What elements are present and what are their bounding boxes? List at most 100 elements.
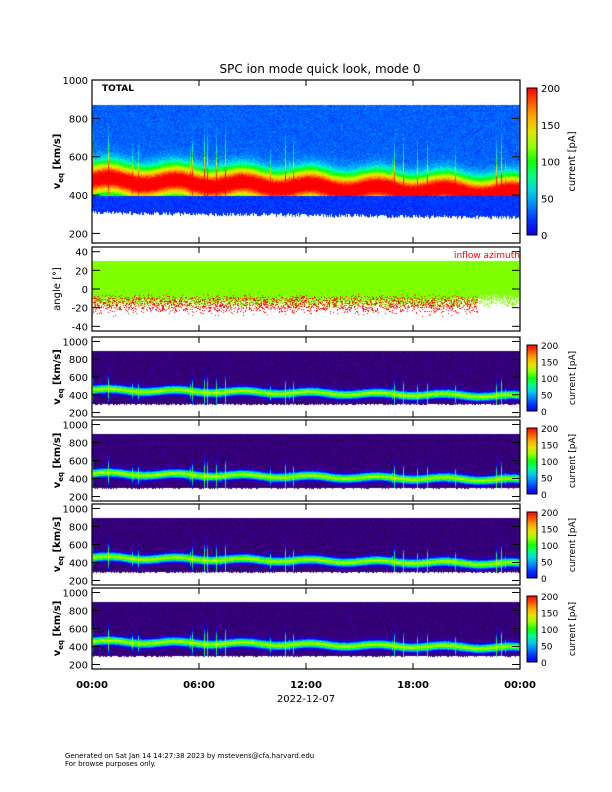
x-tick-label: 18:00 [397,680,429,691]
y-tick-label: -40 [72,322,88,333]
y-axis-label: veq [km/s] [52,433,65,489]
x-axis-label: 2022-12-07 [277,694,335,705]
y-tick-label: 800 [69,439,88,450]
colorbar-label: current [pA] [568,602,578,656]
colorbar-tick-label: 200 [541,509,558,519]
y-axis-label: veq [km/s] [52,517,65,573]
colorbar-tick-label: 200 [541,84,560,95]
y-tick-label: 800 [69,607,88,618]
plot-frame [91,79,521,244]
y-axis-label: veq [km/s] [52,601,65,657]
panel-label: B sensor [102,424,146,434]
figure-title: SPC ion mode quick look, mode 0 [220,62,421,76]
colorbar-label: current [pA] [568,518,578,572]
y-tick-label: 800 [69,355,88,366]
colorbar [526,344,538,412]
colorbar-tick-label: 150 [541,121,560,132]
angle-plot-area [92,247,520,331]
legend-azimuth: inflow azimuth [454,251,520,261]
footer-generated: Generated on Sat Jan 14 14:27:38 2023 by… [65,752,315,760]
y-tick-label: 1000 [63,589,88,600]
y-tick-label: 600 [69,457,88,468]
panel-label: A sensor [102,341,147,351]
colorbar-label: current [pA] [568,434,578,488]
y-tick-label: 20 [75,266,88,277]
colorbar-tick-label: 100 [541,626,558,636]
y-tick-label: 800 [69,114,88,125]
panel-label: C sensor [102,508,146,518]
y-tick-label: 600 [69,153,88,164]
colorbar-tick-label: 0 [541,575,547,585]
y-tick-label: 400 [69,559,88,570]
spectrogram-0 [92,80,520,243]
y-tick-label: 400 [69,391,88,402]
y-tick-label: -20 [72,304,88,315]
spectrogram-4 [92,504,520,585]
colorbar-tick-label: 200 [541,342,558,352]
colorbar-tick-label: 50 [541,194,554,205]
y-tick-label: 200 [69,577,88,588]
colorbar-tick-label: 50 [541,392,553,402]
colorbar-tick-label: 0 [541,231,547,242]
y-tick-label: 1000 [63,505,88,516]
colorbar-tick-label: 50 [541,643,553,653]
x-tick-label: 12:00 [290,680,322,691]
y-tick-label: 600 [69,373,88,384]
spectrogram-3 [92,420,520,501]
colorbar [526,595,538,663]
legend-altitude: inflow altitude [456,261,521,271]
colorbar-tick-label: 100 [541,375,558,385]
colorbar-tick-label: 200 [541,593,558,603]
y-tick-label: 1000 [63,337,88,348]
y-tick-label: 600 [69,541,88,552]
colorbar-tick-label: 150 [541,526,558,536]
spectrogram-2 [92,337,520,417]
y-tick-label: 1000 [63,76,88,87]
footer-browse: For browse purposes only. [65,760,156,768]
colorbar-tick-label: 100 [541,458,558,468]
y-tick-label: 400 [69,475,88,486]
colorbar [526,87,538,236]
colorbar [526,511,538,579]
colorbar-tick-label: 150 [541,359,558,369]
y-tick-label: 200 [69,229,88,240]
x-tick-label: 00:00 [504,680,536,691]
colorbar-tick-label: 0 [541,408,547,418]
y-tick-label: 200 [69,493,88,504]
panel-label: TOTAL [102,84,134,94]
y-axis-label: veq [km/s] [52,134,65,190]
y-axis-label: veq [km/s] [52,349,65,405]
plot-frame [91,587,521,670]
y-tick-label: 40 [75,248,88,259]
colorbar-tick-label: 50 [541,475,553,485]
y-tick-label: 0 [82,285,88,296]
y-tick-label: 1000 [63,421,88,432]
x-tick-label: 06:00 [183,680,215,691]
colorbar-tick-label: 100 [541,542,558,552]
y-tick-label: 600 [69,625,88,636]
y-axis-label: angle [°] [52,267,63,311]
plot-frame [91,336,521,418]
colorbar-tick-label: 0 [541,491,547,501]
colorbar-tick-label: 100 [541,158,560,169]
y-tick-label: 200 [69,409,88,420]
y-tick-label: 200 [69,661,88,672]
colorbar [526,427,538,495]
panel-label: D sensor [102,592,147,602]
colorbar-tick-label: 150 [541,442,558,452]
spectrogram-5 [92,588,520,669]
plot-frame [91,503,521,586]
colorbar-tick-label: 200 [541,425,558,435]
colorbar-tick-label: 50 [541,559,553,569]
plot-frame [91,419,521,502]
y-tick-label: 800 [69,523,88,534]
y-tick-label: 400 [69,191,88,202]
colorbar-tick-label: 150 [541,610,558,620]
y-tick-label: 400 [69,643,88,654]
colorbar-label: current [pA] [567,131,578,191]
colorbar-tick-label: 0 [541,659,547,669]
colorbar-label: current [pA] [568,351,578,405]
x-tick-label: 00:00 [76,680,108,691]
